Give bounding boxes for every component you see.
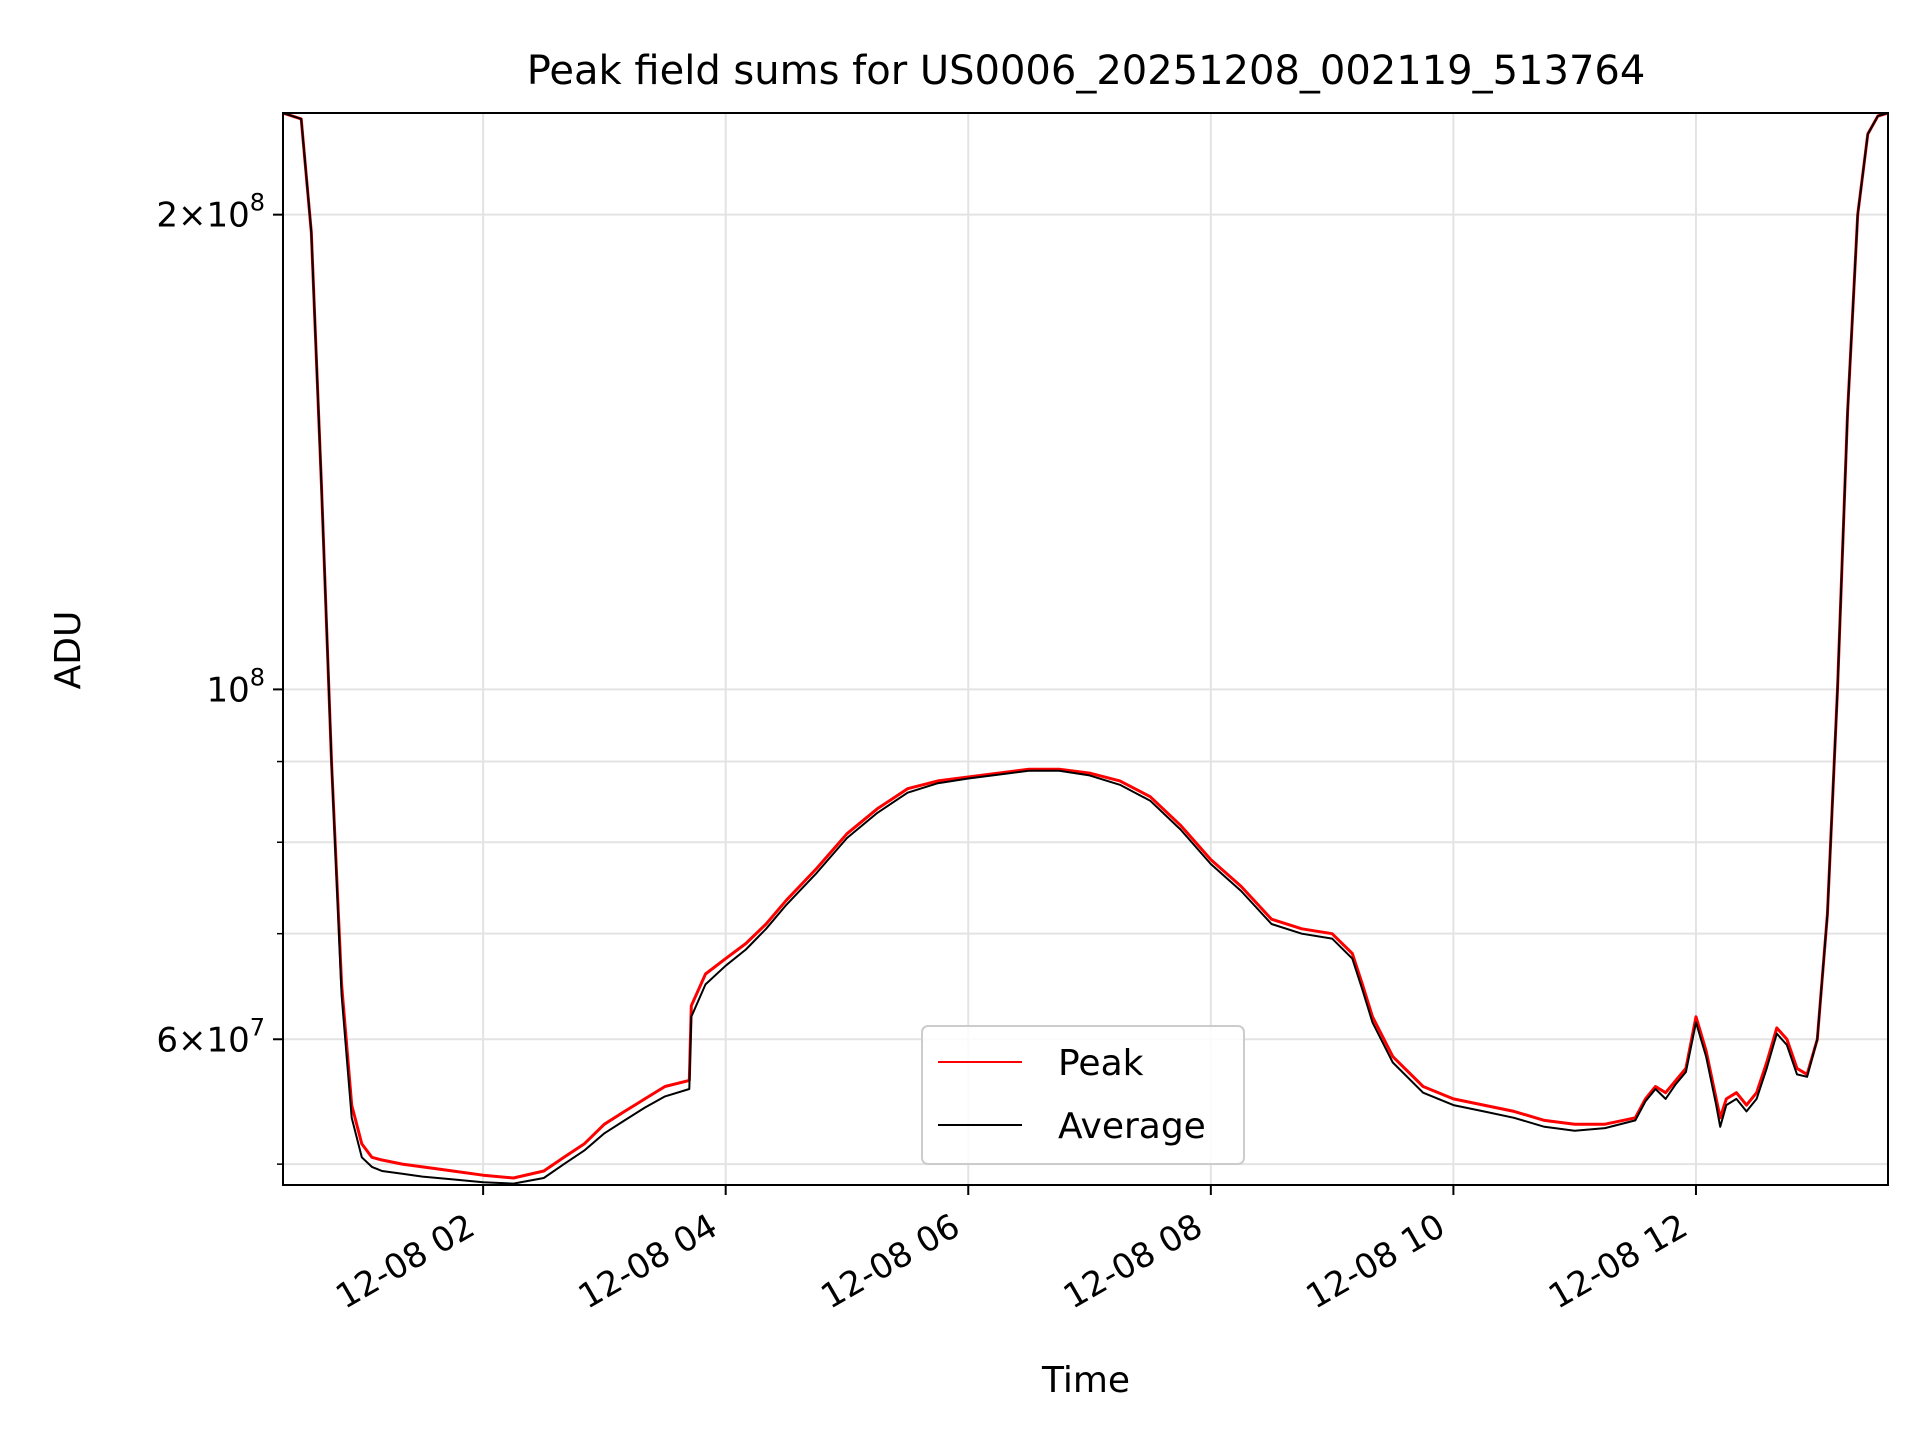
series-line-average <box>283 113 1888 1185</box>
legend: Peak Average <box>921 1025 1245 1165</box>
y-tick-exponent: 7 <box>250 1013 265 1041</box>
y-tick-exponent: 8 <box>250 189 265 217</box>
legend-label: Peak <box>1058 1043 1144 1084</box>
y-tick-base: 10 <box>206 670 249 710</box>
x-tick-label: 12-08 12 <box>1542 1206 1694 1317</box>
y-tick-base: 6×10 <box>156 1020 249 1060</box>
y-tick-exponent: 8 <box>250 663 265 691</box>
plot-frame <box>282 112 1889 1186</box>
chart-title: Peak field sums for US0006_20251208_0021… <box>527 48 1646 94</box>
x-tick-label: 12-08 06 <box>814 1206 966 1317</box>
x-tick-label: 12-08 08 <box>1057 1206 1209 1317</box>
x-axis-label: Time <box>1041 1360 1130 1401</box>
x-tick-label: 12-08 04 <box>572 1206 724 1317</box>
series-line-peak <box>283 113 1888 1180</box>
y-tick-label: 6×107 <box>156 1013 265 1060</box>
plot-lines <box>283 113 1888 1185</box>
y-tick-label: 108 <box>206 663 265 710</box>
y-tick-label: 2×108 <box>156 189 265 236</box>
legend-label: Average <box>1058 1106 1206 1147</box>
y-tick-base: 2×10 <box>156 196 249 236</box>
y-axis-label: ADU <box>48 611 89 690</box>
x-tick-label: 12-08 10 <box>1300 1206 1452 1317</box>
legend-box <box>921 1025 1245 1165</box>
grid <box>283 113 1888 1185</box>
x-tick-label: 12-08 02 <box>329 1206 481 1317</box>
